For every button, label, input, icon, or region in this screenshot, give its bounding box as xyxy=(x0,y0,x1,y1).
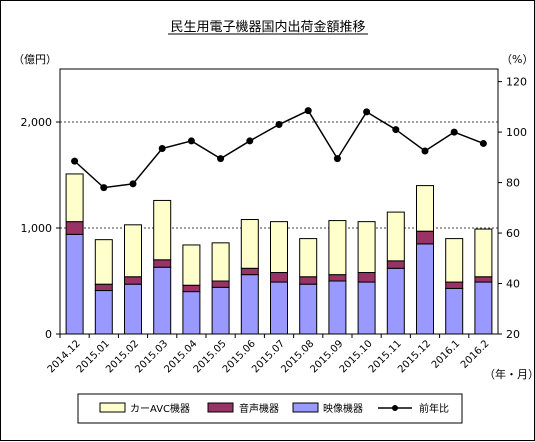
bar-video xyxy=(386,267,405,335)
yoy-point xyxy=(275,121,283,129)
yoy-point xyxy=(392,126,400,134)
y-left-unit: （億円） xyxy=(13,53,57,66)
bar-video xyxy=(445,287,464,335)
bar-car-avc xyxy=(386,211,405,262)
bar-car-avc xyxy=(94,239,113,285)
bar-audio xyxy=(299,276,318,285)
yoy-point xyxy=(363,108,371,116)
bar-video xyxy=(182,291,201,335)
bar-car-avc xyxy=(211,242,230,282)
bar-video xyxy=(270,281,288,335)
yoy-point xyxy=(479,139,487,147)
bar-layer xyxy=(65,173,493,335)
legend-label-audio: 音声機器 xyxy=(239,402,279,415)
bar-video xyxy=(65,233,84,335)
bar-car-avc xyxy=(299,238,318,278)
chart-title: 民生用電子機器国内出荷金額推移 xyxy=(170,19,365,35)
yoy-point xyxy=(129,180,137,188)
bar-car-avc xyxy=(124,224,142,278)
bar-video xyxy=(474,281,493,335)
bar-audio xyxy=(416,230,434,245)
y-right-tick-label: 60 xyxy=(506,227,520,240)
legend-swatch-yoy-marker xyxy=(392,405,398,411)
yoy-point xyxy=(246,137,254,145)
bar-audio xyxy=(65,221,84,235)
bar-car-avc xyxy=(240,219,259,269)
yoy-point xyxy=(217,155,225,163)
yoy-point xyxy=(158,145,166,152)
bar-audio xyxy=(270,272,288,283)
yoy-point xyxy=(71,157,79,165)
yoy-point xyxy=(450,128,458,136)
legend-label-car-avc: カーAVC機器 xyxy=(130,402,190,415)
bar-car-avc xyxy=(65,173,84,223)
yoy-point xyxy=(187,137,195,145)
bar-audio xyxy=(124,276,142,285)
bar-audio xyxy=(328,274,347,282)
y-right-tick-label: 120 xyxy=(506,76,527,89)
y-left-tick-label: 1,000 xyxy=(21,222,53,235)
legend-swatch-audio xyxy=(207,402,234,413)
bar-video xyxy=(299,283,318,335)
bar-audio xyxy=(211,280,230,288)
legend-swatch-video xyxy=(292,402,319,413)
legend-label-video: 映像機器 xyxy=(323,402,363,415)
legend: カーAVC機器 音声機器 映像機器 前年比 xyxy=(77,393,463,424)
x-tick-label: 2016.1 xyxy=(430,338,463,371)
bar-car-avc xyxy=(270,221,288,274)
bar-car-avc xyxy=(357,221,376,274)
bar-car-avc xyxy=(182,244,201,286)
bar-car-avc xyxy=(474,228,493,278)
bar-audio xyxy=(94,283,113,292)
bar-car-avc xyxy=(153,199,172,261)
bar-video xyxy=(240,274,259,335)
yoy-point xyxy=(304,107,312,115)
bar-car-avc xyxy=(416,185,434,232)
y-right-tick-label: 40 xyxy=(506,278,520,291)
y-left-tick-label: 0 xyxy=(45,328,52,341)
bar-audio xyxy=(240,267,259,276)
bar-car-avc xyxy=(445,238,464,283)
bar-video xyxy=(328,280,347,335)
bar-audio xyxy=(474,276,493,283)
bar-video xyxy=(94,290,113,335)
y-right-tick-label: 100 xyxy=(506,126,527,139)
legend-swatch-car-avc xyxy=(99,402,126,413)
bar-audio xyxy=(182,284,201,293)
y-left-tick-label: 2,000 xyxy=(21,116,53,129)
y-right-tick-label: 20 xyxy=(506,328,520,341)
bar-audio xyxy=(445,281,464,289)
plot-area xyxy=(59,68,499,335)
bar-car-avc xyxy=(328,220,347,276)
x-tick-label: 2016.2 xyxy=(459,338,492,371)
y-right-unit: （%） xyxy=(501,53,533,66)
bar-video xyxy=(124,283,142,335)
yoy-point xyxy=(100,184,108,192)
x-unit: （年・月） xyxy=(484,367,535,381)
y-right-tick-label: 80 xyxy=(506,177,520,190)
yoy-point xyxy=(333,155,341,163)
bar-video xyxy=(416,243,434,335)
bar-video xyxy=(211,286,230,335)
bar-audio xyxy=(153,259,172,268)
bar-audio xyxy=(357,272,376,283)
line-layer xyxy=(71,107,487,192)
legend-label-yoy: 前年比 xyxy=(419,402,449,415)
yoy-point xyxy=(421,147,429,155)
bar-video xyxy=(153,266,172,335)
bar-audio xyxy=(386,260,405,269)
bar-video xyxy=(357,281,376,335)
